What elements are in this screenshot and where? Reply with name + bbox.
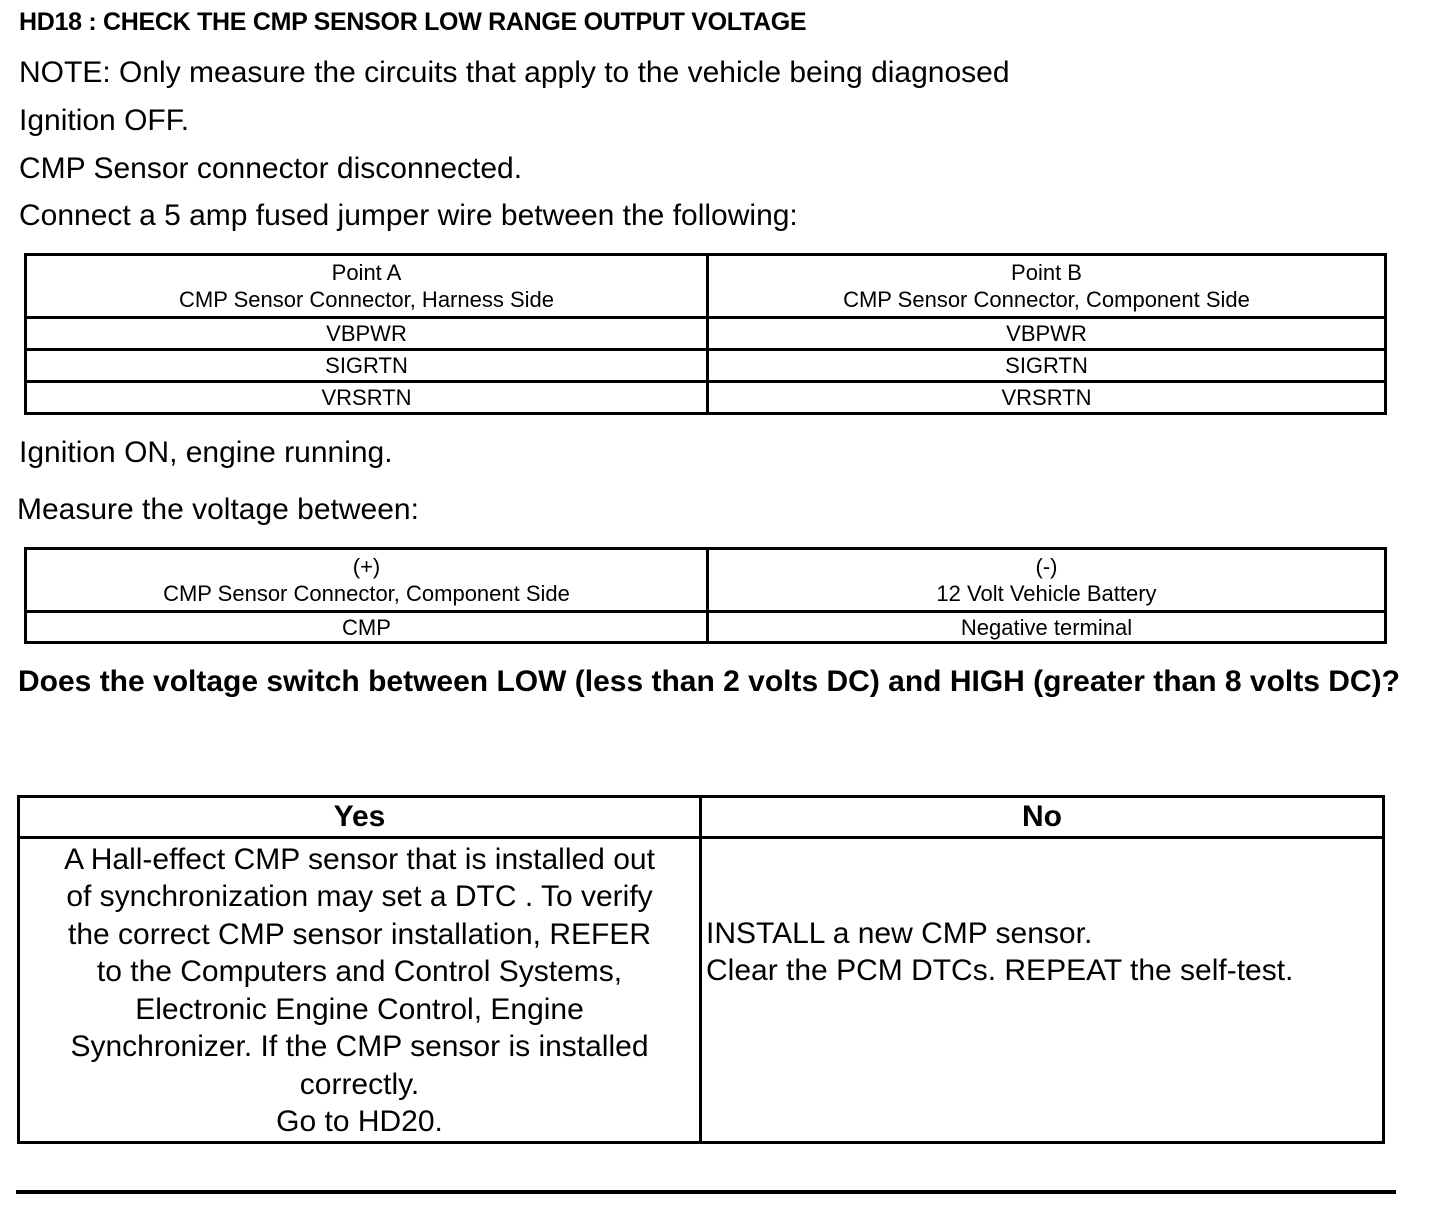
- header-point-b: Point B CMP Sensor Connector, Component S…: [706, 253, 1387, 319]
- yes-line: A Hall-effect CMP sensor that is install…: [64, 842, 655, 876]
- instruction-ignition-off: Ignition OFF.: [19, 104, 190, 137]
- instruction-ignition-on: Ignition ON, engine running.: [19, 436, 393, 469]
- table-cell: Negative terminal: [706, 610, 1387, 644]
- note-text: NOTE: Only measure the circuits that app…: [19, 56, 1010, 89]
- bottom-divider: [16, 1190, 1396, 1194]
- yes-cell: A Hall-effect CMP sensor that is install…: [17, 835, 702, 1144]
- table-header-row: Point A CMP Sensor Connector, Harness Sid…: [24, 253, 1387, 319]
- table-row: CMP Negative terminal: [24, 610, 1387, 644]
- yes-line: correctly.: [299, 1067, 420, 1101]
- header-label: (-): [1035, 554, 1058, 579]
- table-row: SIGRTN SIGRTN: [24, 348, 1387, 383]
- table-header-row: (+) CMP Sensor Connector, Component Side …: [24, 547, 1387, 613]
- no-cell: INSTALL a new CMP sensor. Clear the PCM …: [699, 835, 1385, 1144]
- result-table: Yes No A Hall-effect CMP sensor that is …: [17, 795, 1385, 1144]
- table-row: VRSRTN VRSRTN: [24, 380, 1387, 415]
- table-row: A Hall-effect CMP sensor that is install…: [17, 835, 1385, 1144]
- table-cell: CMP: [24, 610, 709, 644]
- yes-line: to the Computers and Control Systems,: [96, 955, 623, 988]
- go-to-link[interactable]: Go to HD20.: [276, 1105, 443, 1138]
- header-negative: (-) 12 Volt Vehicle Battery: [706, 547, 1387, 613]
- yes-line: the correct CMP sensor installation, REF…: [68, 917, 651, 951]
- table-cell: SIGRTN: [706, 348, 1387, 383]
- table-cell: VRSRTN: [24, 380, 709, 415]
- no-line: Clear the PCM DTCs. REPEAT the self-test…: [706, 954, 1294, 987]
- header-label: (+): [352, 554, 381, 579]
- yes-line: Electronic Engine Control, Engine: [135, 992, 584, 1026]
- header-point-a: Point A CMP Sensor Connector, Harness Sid…: [24, 253, 709, 319]
- table-header-row: Yes No: [17, 795, 1385, 839]
- yes-header: Yes: [17, 795, 702, 839]
- jumper-table: Point A CMP Sensor Connector, Harness Sid…: [24, 253, 1387, 415]
- no-header: No: [699, 795, 1385, 839]
- yes-line: Synchronizer. If the CMP sensor is insta…: [70, 1030, 649, 1063]
- instruction-jumper: Connect a 5 amp fused jumper wire betwee…: [19, 199, 798, 232]
- table-cell: VBPWR: [24, 316, 709, 351]
- header-positive: (+) CMP Sensor Connector, Component Side: [24, 547, 709, 613]
- voltage-table: (+) CMP Sensor Connector, Component Side …: [24, 547, 1387, 644]
- header-label: Point A: [331, 260, 402, 285]
- table-cell: VRSRTN: [706, 380, 1387, 415]
- question: Does the voltage switch between LOW (les…: [18, 665, 1400, 698]
- header-sub: CMP Sensor Connector, Harness Side: [179, 287, 554, 312]
- yes-line: of synchronization may set a DTC . To ve…: [66, 880, 653, 913]
- table-cell: SIGRTN: [24, 348, 709, 383]
- header-sub: CMP Sensor Connector, Component Side: [163, 581, 570, 606]
- table-cell: VBPWR: [706, 316, 1387, 351]
- header-sub: CMP Sensor Connector, Component Side: [843, 287, 1250, 312]
- no-line: INSTALL a new CMP sensor.: [706, 916, 1093, 950]
- instruction-measure: Measure the voltage between:: [17, 493, 419, 526]
- instruction-disconnect: CMP Sensor connector disconnected.: [19, 152, 523, 185]
- table-row: VBPWR VBPWR: [24, 316, 1387, 351]
- step-title: HD18 : CHECK THE CMP SENSOR LOW RANGE OU…: [19, 8, 807, 36]
- header-label: Point B: [1011, 260, 1082, 285]
- header-sub: 12 Volt Vehicle Battery: [936, 581, 1157, 606]
